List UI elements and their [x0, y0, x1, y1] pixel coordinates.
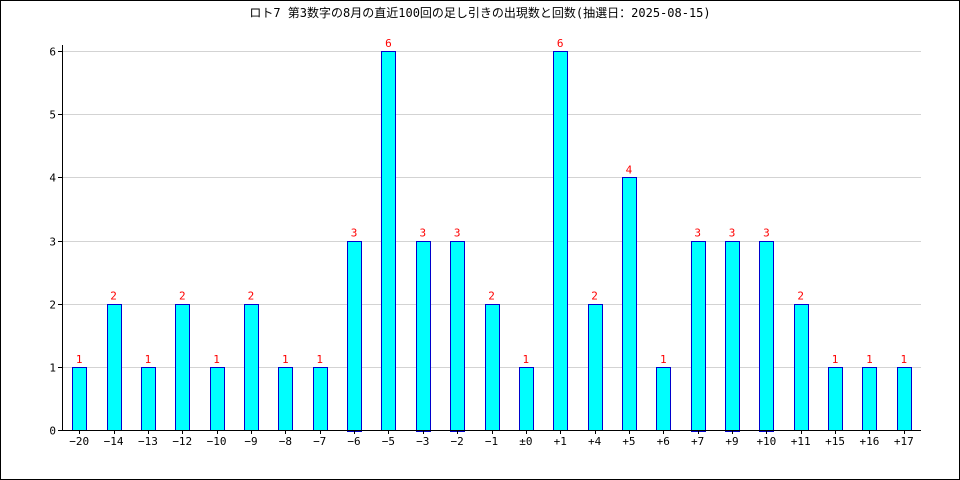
- bar-+6: [656, 367, 671, 431]
- bar-+15: [828, 367, 843, 431]
- x-tick-label: +5: [622, 435, 635, 448]
- data-label: 1: [76, 353, 83, 366]
- bars: [72, 51, 912, 432]
- x-axis-ticks: −20 −14 −13 −12 −10 −9 −8 −7 −6 −5 −3 −2 −1 ±0 +1 +4 +5 +…: [69, 430, 914, 448]
- data-label: 1: [316, 353, 323, 366]
- x-tick-label: +1: [554, 435, 567, 448]
- data-label: 2: [248, 290, 255, 303]
- data-label: 2: [179, 290, 186, 303]
- bar-+11: [794, 304, 809, 431]
- x-tick-label: +15: [825, 435, 845, 448]
- data-label: 2: [797, 290, 804, 303]
- x-tick-label: ±0: [519, 435, 532, 448]
- y-tick-label: 1: [49, 362, 56, 375]
- x-tick-label: +17: [894, 435, 914, 448]
- data-label: 2: [488, 290, 495, 303]
- x-tick-label: −2: [451, 435, 464, 448]
- x-tick-label: −10: [207, 435, 227, 448]
- data-label: 2: [591, 290, 598, 303]
- bar--20: [72, 367, 87, 431]
- data-label: 1: [901, 353, 908, 366]
- data-label: 3: [763, 227, 770, 240]
- data-label: 1: [282, 353, 289, 366]
- data-label: 4: [626, 163, 633, 176]
- bar-±0: [519, 367, 534, 431]
- data-label: 1: [832, 353, 839, 366]
- data-labels: 1 2 1 2 1 2 1 1 3 6 3 3 2 1 6 2 4 1 3 3 3 2 1 1 1: [76, 37, 907, 366]
- bar-+5: [622, 177, 637, 431]
- x-tick-label: +16: [860, 435, 880, 448]
- data-label: 1: [660, 353, 667, 366]
- data-label: 3: [351, 227, 358, 240]
- data-label: 3: [419, 227, 426, 240]
- bar--1: [485, 304, 500, 431]
- x-tick-label: −14: [104, 435, 124, 448]
- bar--7: [313, 367, 328, 431]
- y-tick-label: 5: [49, 109, 56, 122]
- data-label: 3: [694, 227, 701, 240]
- bar--12: [175, 304, 190, 431]
- data-label: 1: [523, 353, 530, 366]
- x-tick-label: +9: [725, 435, 738, 448]
- x-tick-label: +4: [588, 435, 602, 448]
- axes: [62, 45, 921, 431]
- x-tick-label: −3: [416, 435, 429, 448]
- bar-+1: [553, 51, 568, 431]
- x-tick-label: −13: [138, 435, 158, 448]
- bar--8: [278, 367, 293, 431]
- x-tick-label: −9: [244, 435, 257, 448]
- y-tick-label: 3: [49, 236, 56, 249]
- bar--13: [141, 367, 156, 431]
- bar--3: [416, 241, 431, 432]
- chart-title: ロト7 第3数字の8月の直近100回の足し引きの出現数と回数(抽選日：2025-…: [249, 5, 710, 20]
- bar--14: [107, 304, 122, 431]
- y-tick-label: 2: [49, 299, 56, 312]
- bar-+16: [862, 367, 877, 431]
- x-tick-label: −5: [382, 435, 395, 448]
- data-label: 1: [213, 353, 220, 366]
- x-tick-label: −20: [69, 435, 89, 448]
- x-tick-label: −1: [485, 435, 498, 448]
- x-tick-label: +6: [657, 435, 670, 448]
- bar--6: [347, 241, 362, 432]
- data-label: 3: [454, 227, 461, 240]
- x-tick-label: +11: [791, 435, 811, 448]
- x-tick-label: −12: [172, 435, 192, 448]
- bar-+10: [759, 241, 774, 432]
- bar--5: [381, 51, 396, 431]
- x-tick-label: −6: [347, 435, 360, 448]
- bar--10: [210, 367, 225, 431]
- data-label: 6: [557, 37, 564, 50]
- bar-+9: [725, 241, 740, 432]
- data-label: 2: [110, 290, 117, 303]
- gridlines: [62, 51, 921, 368]
- x-tick-label: −8: [279, 435, 292, 448]
- bar-+4: [588, 304, 603, 431]
- y-tick-label: 6: [49, 46, 56, 59]
- data-label: 3: [729, 227, 736, 240]
- y-axis-ticks: 0 1 2 3 4 5 6: [49, 46, 62, 438]
- y-tick-label: 0: [49, 425, 56, 438]
- bar--2: [450, 241, 465, 432]
- bar-+17: [897, 367, 912, 431]
- x-tick-label: −7: [313, 435, 326, 448]
- bar--9: [244, 304, 259, 431]
- data-label: 1: [145, 353, 152, 366]
- y-tick-label: 4: [49, 172, 56, 185]
- x-tick-label: +10: [756, 435, 776, 448]
- data-label: 6: [385, 37, 392, 50]
- x-tick-label: +7: [691, 435, 704, 448]
- bar-+7: [691, 241, 706, 432]
- data-label: 1: [866, 353, 873, 366]
